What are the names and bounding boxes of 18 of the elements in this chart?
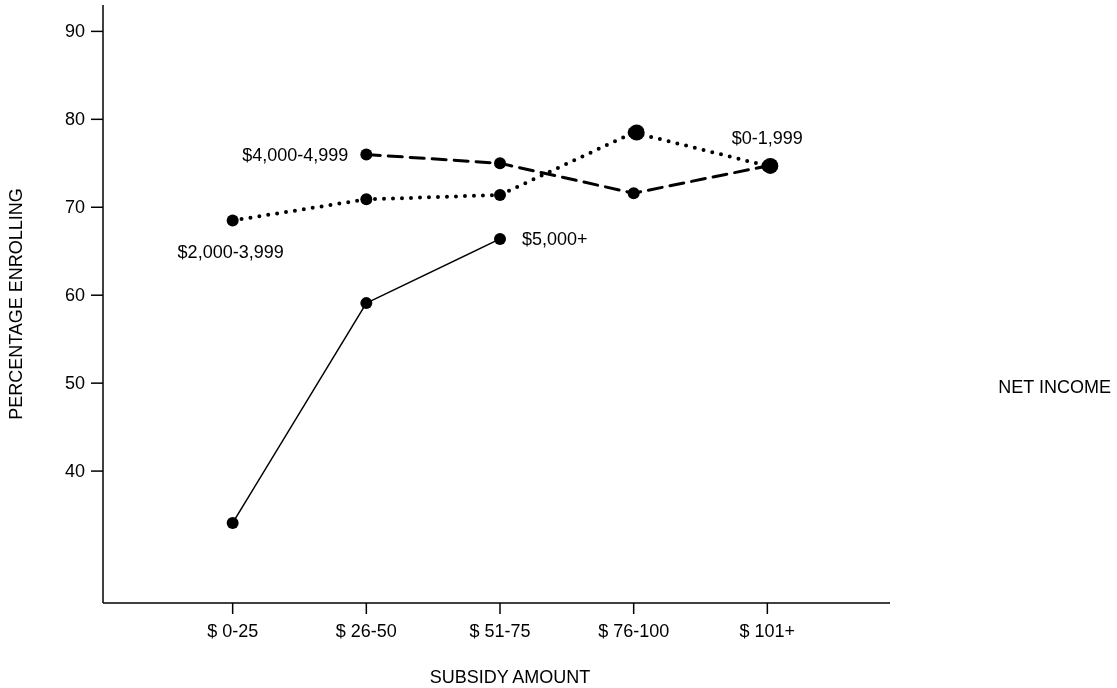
x-axis-title: SUBSIDY AMOUNT bbox=[429, 667, 591, 687]
x-tick-label: $ 101+ bbox=[739, 621, 796, 641]
x-tick-label: $ 76-100 bbox=[598, 621, 670, 641]
y-tick-label: 40 bbox=[64, 461, 85, 482]
x-tick-label: $ 51-75 bbox=[469, 621, 531, 641]
x-tick-label: $ 26-50 bbox=[335, 621, 397, 641]
series-label: $2,000-3,999 bbox=[177, 242, 284, 263]
y-tick-label: 80 bbox=[64, 109, 85, 130]
y-tick-label: 60 bbox=[64, 285, 85, 306]
y-tick-label: 90 bbox=[64, 21, 85, 42]
series-label: $0-1,999 bbox=[731, 127, 803, 148]
series-label: $5,000+ bbox=[522, 228, 588, 249]
x-tick-label: $ 0-25 bbox=[207, 621, 259, 641]
y-tick-label: 50 bbox=[64, 373, 85, 394]
legend-title: NET INCOME bbox=[998, 377, 1111, 398]
y-axis-title: PERCENTAGE ENROLLING bbox=[6, 188, 26, 420]
y-tick-label: 70 bbox=[64, 197, 85, 218]
series-label: $4,000-4,999 bbox=[242, 144, 349, 165]
